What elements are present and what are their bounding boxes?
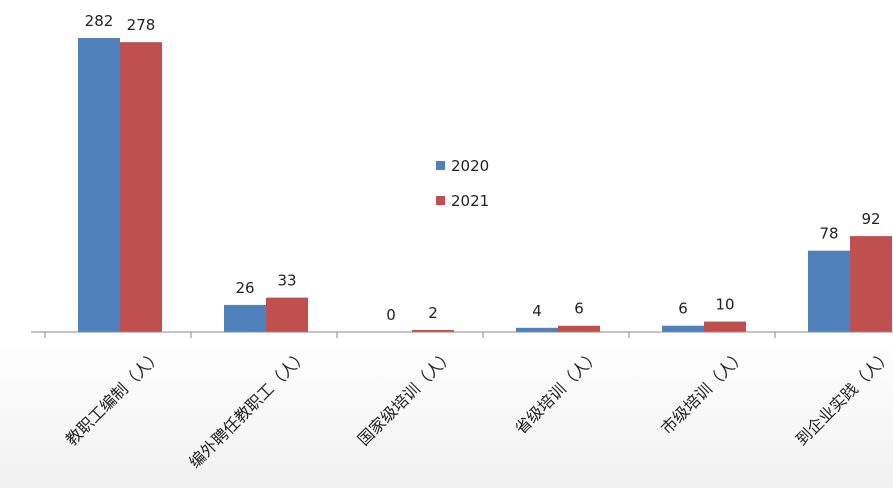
legend-swatch-2020 — [436, 161, 445, 170]
value-label-2021-2: 2 — [428, 304, 438, 322]
value-label-2021-5: 92 — [861, 210, 880, 228]
bar-2020-4 — [662, 325, 704, 332]
value-label-2020-2: 0 — [386, 306, 396, 324]
value-label-2020-4: 6 — [678, 300, 688, 318]
bar-2020-5 — [808, 250, 850, 332]
bar-2021-4 — [704, 321, 746, 332]
bar-2020-3 — [516, 327, 558, 332]
bar-2021-3 — [558, 325, 600, 332]
value-labels-layer: 282 278 26 33 0 2 4 6 6 10 78 92 — [85, 12, 881, 324]
legend-label-2020: 2020 — [451, 157, 489, 175]
value-label-2020-0: 282 — [85, 12, 114, 30]
value-label-2021-1: 33 — [277, 272, 296, 290]
legend-swatch-2021 — [436, 196, 445, 205]
bar-2021-1 — [266, 297, 308, 332]
bar-2020-1 — [224, 304, 266, 332]
bar-2021-0 — [120, 42, 162, 332]
value-label-2020-1: 26 — [235, 279, 254, 297]
legend: 2020 2021 — [436, 157, 489, 210]
value-label-2020-3: 4 — [532, 302, 542, 320]
value-label-2020-5: 78 — [819, 225, 838, 243]
bar-2020-0 — [78, 38, 120, 332]
value-label-2021-3: 6 — [574, 300, 584, 318]
legend-label-2021: 2021 — [451, 192, 489, 210]
bars-layer — [78, 38, 892, 332]
bar-2021-2 — [412, 329, 454, 332]
axis-layer — [31, 331, 893, 338]
value-label-2021-0: 278 — [127, 16, 156, 34]
bar-2021-5 — [850, 236, 892, 332]
value-label-2021-4: 10 — [715, 296, 734, 314]
